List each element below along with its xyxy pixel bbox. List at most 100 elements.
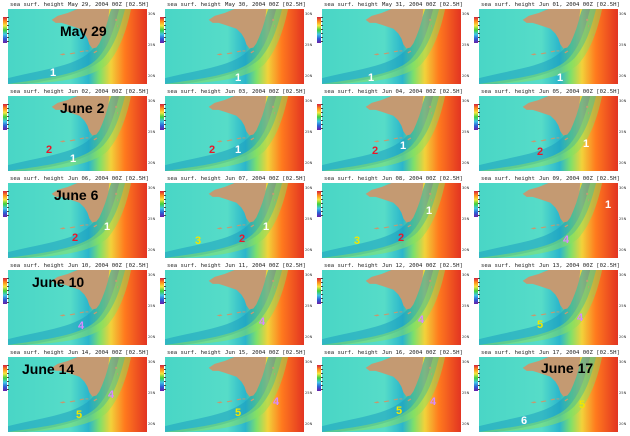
color-scale-ticks [321,17,323,43]
eddy-label-violet: 4 [418,314,425,326]
panel-date-stamp: May 30, 2004 00Z [02.5H] [225,2,306,8]
latitude-label: 20N [462,422,470,426]
latitude-label: 20N [619,248,627,252]
latitude-label: 25N [462,391,470,395]
panel-header: sea surf. height Jun 02, 2004 00Z [02.5H… [2,88,157,96]
latitude-label: 20N [305,248,313,252]
latitude-label: 25N [305,217,313,221]
eddy-label-white: 1 [263,221,270,233]
field-label: sea surf. height [10,2,64,8]
panel-header: sea surf. height May 31, 2004 00Z [02.5H… [316,1,471,9]
field-label: sea surf. height [481,350,535,356]
panel-header: sea surf. height Jun 04, 2004 00Z [02.5H… [316,88,471,96]
panel-header: sea surf. height Jun 14, 2004 00Z [02.5H… [2,349,157,357]
field-label: sea surf. height [481,263,535,269]
panel-date-title: June 17 [541,360,594,376]
field-label: sea surf. height [324,2,378,8]
eddy-label-red: 2 [72,232,79,244]
color-scale-ticks [321,191,323,217]
panel-date-stamp: Jun 07, 2004 00Z [02.5H] [225,176,306,182]
latitude-label: 20N [305,161,313,165]
color-scale-bar [474,17,478,43]
color-scale-ticks [478,191,480,217]
field-label: sea surf. height [167,350,221,356]
eddy-label-white: 1 [50,67,57,79]
eddy-label-yellow: 5 [579,399,586,411]
latitude-label: 30N [305,99,313,103]
field-label: sea surf. height [10,350,64,356]
latitude-label: 30N [305,360,313,364]
panel-date-stamp: Jun 09, 2004 00Z [02.5H] [539,176,620,182]
sea-surface-height-map [479,357,618,432]
latitude-label: 30N [148,99,156,103]
color-scale-ticks [164,17,166,43]
eddy-label-white: 1 [557,72,564,84]
eddy-label-yellow: 3 [354,235,361,247]
panel-date-stamp: Jun 17, 2004 00Z [02.5H] [539,350,620,356]
panel-date-stamp: Jun 16, 2004 00Z [02.5H] [382,350,463,356]
latitude-label: 25N [148,130,156,134]
panel-date-stamp: Jun 06, 2004 00Z [02.5H] [68,176,149,182]
latitude-label: 25N [148,43,156,47]
map-panel-12: sea surf. height Jun 09, 2004 00Z [02.5H… [473,175,628,260]
latitude-label: 20N [148,161,156,165]
eddy-label-yellow: 5 [396,405,403,417]
latitude-label: 25N [619,304,627,308]
panel-header: sea surf. height Jun 06, 2004 00Z [02.5H… [2,175,157,183]
eddy-label-white: 1 [400,140,407,152]
color-scale-bar [160,365,164,391]
latitude-label: 30N [619,99,627,103]
sea-surface-height-map [165,96,304,171]
sea-surface-height-map [8,270,147,345]
latitude-label: 20N [148,248,156,252]
color-scale-ticks [321,104,323,130]
field-label: sea surf. height [10,89,64,95]
color-scale-ticks [478,365,480,391]
eddy-label-white: 6 [521,415,528,427]
latitude-label: 20N [619,422,627,426]
eddy-label-yellow: 5 [235,407,242,419]
sea-surface-height-map [165,9,304,84]
panel-date-stamp: Jun 15, 2004 00Z [02.5H] [225,350,306,356]
panel-header: sea surf. height Jun 07, 2004 00Z [02.5H… [159,175,314,183]
latitude-label: 30N [148,186,156,190]
latitude-label: 25N [462,43,470,47]
map-panel-3: sea surf. height May 31, 2004 00Z [02.5H… [316,1,471,86]
latitude-label: 20N [462,74,470,78]
eddy-label-yellow: 5 [76,409,83,421]
latitude-label: 25N [305,304,313,308]
panel-header: sea surf. height Jun 03, 2004 00Z [02.5H… [159,88,314,96]
field-label: sea surf. height [167,263,221,269]
sea-surface-height-map [8,9,147,84]
sea-surface-height-map [165,357,304,432]
latitude-label: 20N [148,422,156,426]
eddy-label-violet: 4 [108,389,115,401]
latitude-label: 20N [619,335,627,339]
color-scale-bar [474,278,478,304]
latitude-label: 30N [619,12,627,16]
color-scale-bar [317,365,321,391]
color-scale-bar [317,17,321,43]
panel-date-stamp: Jun 10, 2004 00Z [02.5H] [68,263,149,269]
eddy-label-violet: 4 [563,234,570,246]
panel-header: sea surf. height May 29, 2004 00Z [02.5H… [2,1,157,9]
panel-date-title: May 29 [60,23,107,39]
map-panel-13: sea surf. height Jun 10, 2004 00Z [02.5H… [2,262,157,347]
latitude-label: 25N [619,391,627,395]
panel-header: sea surf. height Jun 10, 2004 00Z [02.5H… [2,262,157,270]
sea-surface-height-map [322,183,461,258]
eddy-label-yellow: 5 [537,319,544,331]
eddy-label-white: 1 [235,144,242,156]
latitude-label: 30N [619,273,627,277]
eddy-label-red: 2 [537,146,544,158]
map-panel-7: sea surf. height Jun 04, 2004 00Z [02.5H… [316,88,471,173]
latitude-label: 30N [462,12,470,16]
color-scale-bar [3,191,7,217]
color-scale-ticks [164,104,166,130]
color-scale-bar [474,104,478,130]
panel-date-stamp: Jun 13, 2004 00Z [02.5H] [539,263,620,269]
latitude-label: 30N [148,273,156,277]
sea-surface-height-map [479,183,618,258]
color-scale-ticks [321,278,323,304]
